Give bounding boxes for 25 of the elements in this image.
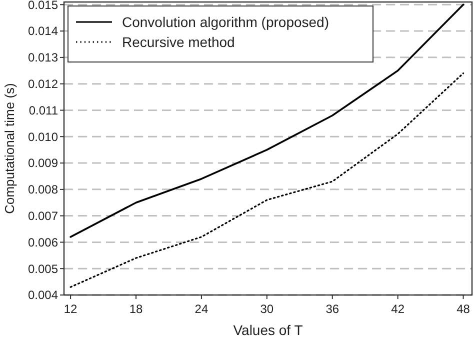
- y-axis-title: Computational time (s): [2, 83, 17, 214]
- x-tick-label: 12: [64, 302, 78, 316]
- y-tick-label: 0.007: [28, 209, 58, 224]
- x-tick-label: 42: [391, 302, 405, 316]
- x-tick-label: 24: [194, 302, 208, 316]
- legend-label: Convolution algorithm (proposed): [122, 14, 329, 30]
- y-tick-label: 0.009: [28, 156, 58, 170]
- legend-label: Recursive method: [122, 34, 235, 50]
- y-tick-label: 0.011: [28, 103, 58, 118]
- y-tick-label: 0.004: [28, 288, 58, 302]
- x-tick-label: 36: [326, 302, 340, 316]
- y-tick-label: 0.015: [28, 0, 58, 12]
- y-tick-label: 0.005: [28, 262, 58, 276]
- y-tick-label: 0.014: [28, 24, 58, 38]
- y-tick-label: 0.008: [28, 182, 58, 197]
- x-tick-label: 30: [260, 302, 274, 316]
- y-tick-label: 0.006: [28, 235, 58, 250]
- y-tick-label: 0.013: [28, 50, 58, 65]
- line-series: [70, 4, 464, 238]
- x-tick-label: 48: [456, 302, 470, 316]
- x-tick-label: 18: [129, 302, 143, 316]
- y-tick-label: 0.010: [28, 130, 58, 144]
- y-tick-label: 0.012: [28, 77, 58, 92]
- x-axis-title: Values of T: [233, 322, 304, 338]
- line-series: [70, 72, 464, 288]
